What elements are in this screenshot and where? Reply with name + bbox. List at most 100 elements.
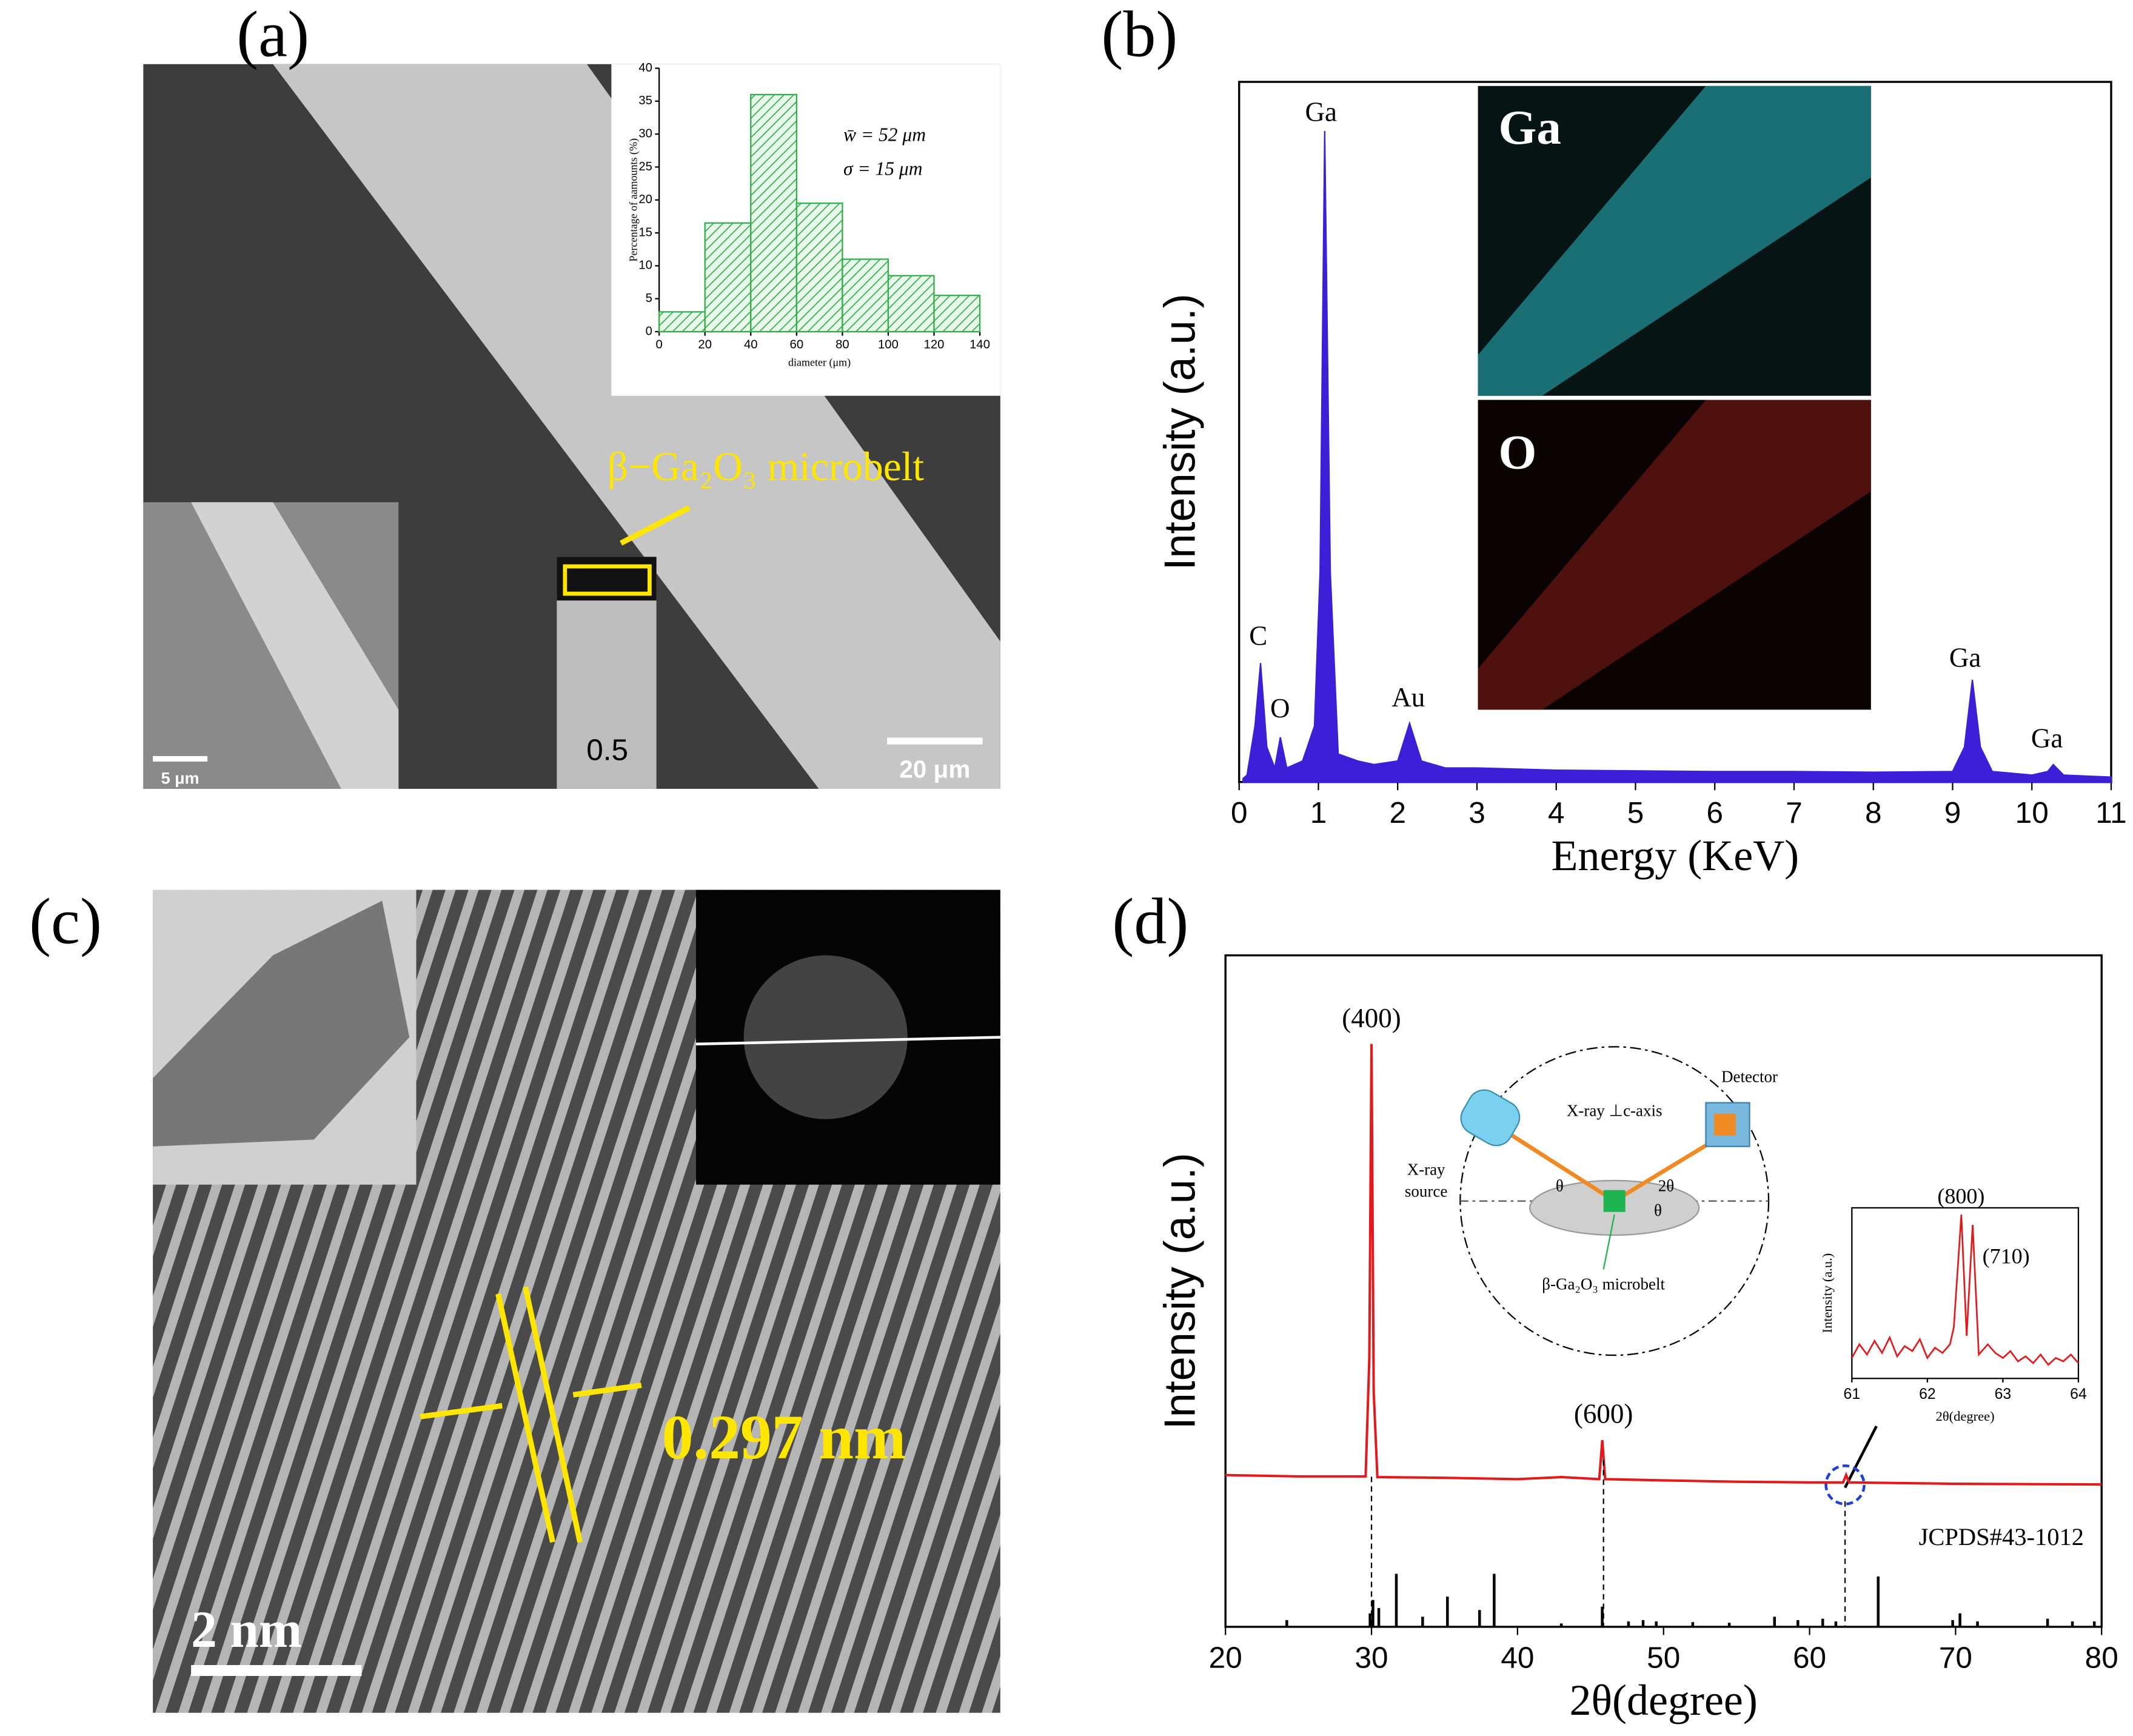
peak-label: (710) xyxy=(1983,1244,2030,1268)
source xyxy=(1460,1089,1521,1147)
x-tick-label: 63 xyxy=(1995,1386,2012,1403)
reference-label: JCPDS#43-1012 xyxy=(1919,1523,2084,1550)
panel-label: (a) xyxy=(236,0,309,70)
y-axis-label: Percentage of aamounts (%) xyxy=(628,138,640,261)
x-tick-label: 80 xyxy=(2085,1641,2118,1674)
diagram-label: source xyxy=(1405,1182,1447,1200)
x-tick-label: 70 xyxy=(1939,1641,1972,1674)
fft-streak xyxy=(695,1036,1000,1046)
x-tick-label: 100 xyxy=(878,338,899,352)
x-tick-label: 5 xyxy=(1627,796,1644,829)
diffraction-diagram: X-ray ⊥c-axis Detector X-ray source θ 2θ… xyxy=(1405,1046,1778,1356)
x-tick-label: 9 xyxy=(1944,796,1961,829)
bar xyxy=(933,295,981,333)
diagram-label: θ xyxy=(1654,1201,1662,1219)
diagram-label: 2θ xyxy=(1658,1176,1674,1195)
o-belt xyxy=(1478,400,1871,710)
x-tick-label: 11 xyxy=(2095,796,2126,829)
x-tick-label: 64 xyxy=(2070,1386,2087,1403)
peak-label: O xyxy=(1270,693,1290,723)
x-tick-label: 6 xyxy=(1706,796,1723,829)
diagram-label: Detector xyxy=(1721,1067,1778,1085)
y-tick-label: 20 xyxy=(638,193,652,206)
arrow xyxy=(572,1382,642,1398)
diagram-label: X-ray ⊥c-axis xyxy=(1567,1102,1663,1120)
y-tick-label: 10 xyxy=(638,259,652,272)
x-tick-label: 40 xyxy=(1501,1641,1534,1674)
x-tick-label: 1 xyxy=(1310,796,1327,829)
x-tick-label: 80 xyxy=(835,338,849,352)
detector-window xyxy=(1713,1113,1736,1136)
x-tick-label: 60 xyxy=(1793,1641,1826,1674)
pattern-line xyxy=(1851,1215,2079,1366)
peak-label: (600) xyxy=(1574,1399,1633,1429)
panel-label: (d) xyxy=(1112,885,1188,957)
arrow xyxy=(620,505,691,546)
bar xyxy=(887,275,935,333)
annotation: σ = 15 μm xyxy=(843,158,922,179)
microbelt-inset xyxy=(191,502,399,789)
y-tick-label: 15 xyxy=(638,226,652,239)
peak-label: Ga xyxy=(2031,723,2063,754)
x-axis-label: diameter (μm) xyxy=(788,357,851,369)
x-tick-label: 61 xyxy=(1844,1386,1861,1403)
x-tick-label: 8 xyxy=(1865,796,1882,829)
x-tick-label: 4 xyxy=(1548,796,1565,829)
y-tick-label: 35 xyxy=(638,94,652,107)
x-tick-label: 40 xyxy=(744,338,758,352)
ga-belt xyxy=(1478,85,1871,396)
bar xyxy=(795,203,843,333)
fringe-line xyxy=(495,1293,555,1543)
x-axis-label: 2θ(degree) xyxy=(1570,1676,1758,1724)
scale-text: 20 μm xyxy=(899,755,970,783)
peak-label: Au xyxy=(1391,682,1425,712)
x-tick-label: 0 xyxy=(656,338,663,352)
peak-label: Ga xyxy=(1305,96,1337,127)
x-tick-label: 140 xyxy=(969,338,990,352)
scale-text: 2 nm xyxy=(191,1601,302,1658)
fringe-line xyxy=(523,1286,583,1543)
map-label: Ga xyxy=(1498,100,1561,155)
peak-label: C xyxy=(1249,621,1267,651)
x-tick-label: 7 xyxy=(1786,796,1803,829)
peak-label: (800) xyxy=(1937,1184,1984,1208)
x-tick-label: 3 xyxy=(1468,796,1485,829)
flake xyxy=(153,900,410,1147)
panel-label: (b) xyxy=(1101,0,1177,70)
peak-label: (400) xyxy=(1342,1003,1401,1033)
ruler-text: 0.5 xyxy=(586,733,628,766)
pattern-line xyxy=(1225,1044,2102,1486)
y-tick-label: 25 xyxy=(638,160,652,173)
material-label: β−Ga₂O₃ microbelt xyxy=(608,444,925,489)
beam xyxy=(1511,1133,1616,1203)
bar xyxy=(704,222,752,333)
panel-label: (c) xyxy=(29,885,102,957)
microbelt xyxy=(273,64,1000,789)
y-axis-label: Intensity (a.u.) xyxy=(1156,293,1204,570)
x-tick-label: 20 xyxy=(698,338,712,352)
x-tick-label: 2 xyxy=(1389,796,1406,829)
x-tick-label: 0 xyxy=(1231,796,1248,829)
bar xyxy=(658,311,706,333)
sample xyxy=(1603,1190,1626,1212)
x-tick-label: 30 xyxy=(1355,1641,1388,1674)
y-tick-label: 40 xyxy=(638,61,652,75)
spacing-label: 0.297 nm xyxy=(662,1403,906,1472)
diagram-label: β-Ga₂O₃ microbelt xyxy=(1542,1275,1665,1293)
highlight-box xyxy=(563,564,652,596)
map-label: O xyxy=(1498,425,1536,480)
diagram-label: X-ray xyxy=(1407,1160,1445,1178)
diagram-label: θ xyxy=(1556,1176,1564,1195)
arrow xyxy=(1844,1426,1878,1489)
x-tick-label: 20 xyxy=(1209,1641,1242,1674)
x-axis-label: 2θ(degree) xyxy=(1936,1409,1995,1424)
y-axis-label: Intensity (a.u.) xyxy=(1156,1153,1204,1429)
annotation: w̄ = 52 μm xyxy=(843,124,926,145)
y-tick-label: 0 xyxy=(646,324,652,338)
y-tick-label: 30 xyxy=(638,127,652,140)
bar xyxy=(750,93,797,333)
fft-pattern xyxy=(743,955,908,1119)
x-tick-label: 10 xyxy=(2015,796,2049,829)
pointer xyxy=(1602,1214,1615,1270)
